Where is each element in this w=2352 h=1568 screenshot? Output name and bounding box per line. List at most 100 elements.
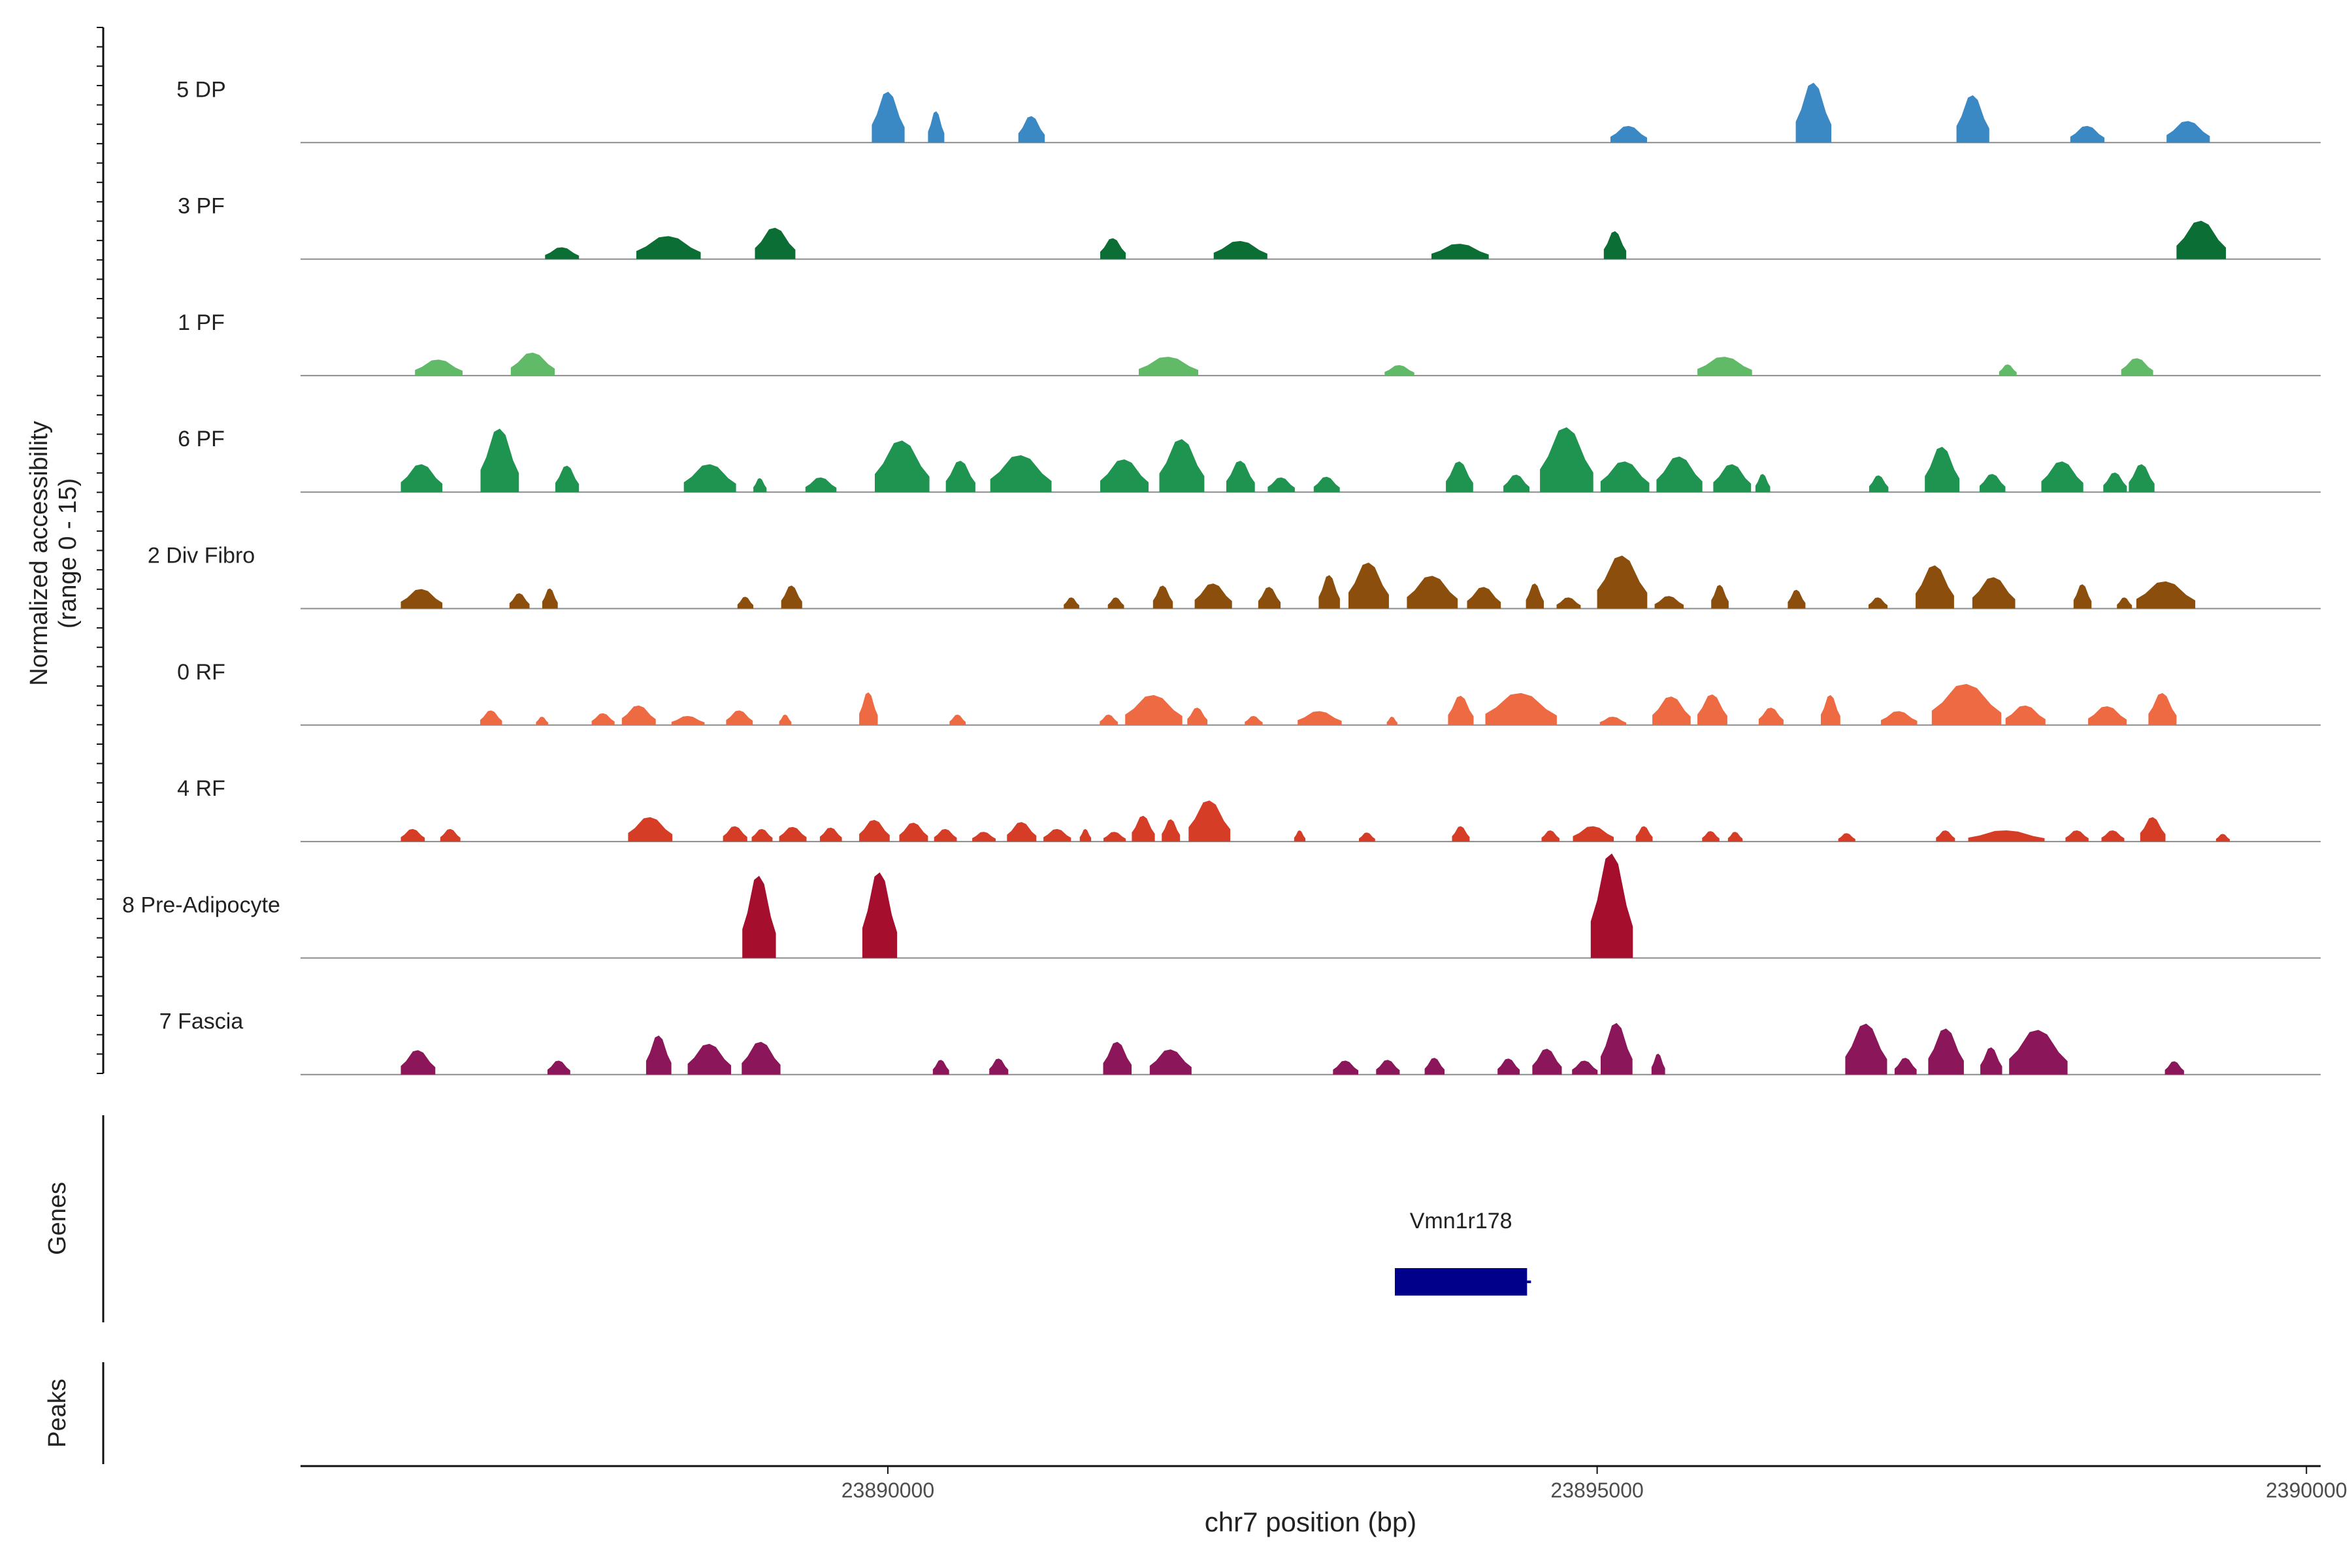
track-label: 1 PF — [178, 310, 225, 335]
coverage-peak — [1103, 1041, 1132, 1075]
coverage-peak — [1485, 693, 1557, 725]
coverage-peak — [1590, 853, 1633, 958]
coverage-peak — [1100, 459, 1149, 493]
coverage-peak — [687, 1043, 731, 1075]
coverage-peak — [1821, 694, 1840, 725]
x-axis-ticks: 23890000 23895000 2390000 — [841, 1466, 2347, 1502]
coverage-peak — [1298, 711, 1342, 725]
coverage-peak — [1931, 683, 2002, 725]
coverage-peak — [1294, 830, 1305, 842]
coverage-peak — [2136, 581, 2196, 609]
y-axis-label-line2: (range 0 - 15) — [54, 478, 82, 629]
coverage-peak — [1925, 446, 1960, 493]
coverage-peak — [1980, 474, 2006, 493]
coverage-peak — [1043, 828, 1071, 842]
coverage-peak — [2088, 706, 2127, 725]
coverage-peak — [1245, 715, 1263, 725]
coverage-peak — [779, 826, 807, 842]
track-6-pf: 6 PF — [178, 427, 2321, 493]
coverage-peak — [1407, 576, 1458, 609]
coverage-peak — [480, 710, 502, 725]
coverage-peak — [2140, 817, 2166, 842]
coverage-peak — [1424, 1058, 1445, 1075]
coverage-peak — [2041, 461, 2083, 493]
coverage-peak — [1159, 439, 1205, 493]
coverage-peak — [1139, 357, 1198, 376]
coverage-peak — [1597, 555, 1648, 609]
coverage-peak — [2101, 830, 2125, 842]
track-label: 5 DP — [176, 77, 226, 102]
track-0-rf: 0 RF — [177, 660, 2321, 726]
coverage-peak — [1018, 116, 1045, 143]
coverage-peak — [751, 828, 773, 842]
coverage-peak — [742, 875, 776, 958]
coverage-peak — [1541, 830, 1560, 842]
coverage-peak — [1727, 832, 1743, 842]
track-label: 7 Fascia — [159, 1009, 244, 1034]
coverage-peak — [1149, 1049, 1192, 1075]
coverage-peak — [781, 585, 802, 609]
coverage-peak — [1446, 461, 1473, 493]
coverage-peak — [1702, 831, 1720, 842]
coverage-peak — [1194, 583, 1232, 609]
coverage-peak — [1333, 1060, 1358, 1075]
coverage-peak — [779, 714, 792, 725]
coverage-peak — [989, 1058, 1009, 1075]
coverage-peak — [1880, 711, 1918, 725]
x-tick-label: 23895000 — [1550, 1478, 1643, 1502]
coverage-peak — [949, 714, 966, 725]
coverage-peak — [636, 236, 701, 259]
coverage-peak — [726, 710, 753, 725]
coverage-peak — [753, 478, 767, 493]
coverage-peak — [1610, 125, 1647, 143]
coverage-peak — [591, 713, 615, 725]
coverage-peak — [1162, 819, 1181, 842]
coverage-peak — [1467, 587, 1501, 609]
coverage-peak — [1187, 708, 1208, 725]
coverage-peak — [1654, 596, 1684, 609]
coverage-peak — [1448, 696, 1474, 725]
coverage-peak — [1713, 464, 1752, 493]
track-label: 3 PF — [178, 194, 225, 219]
coverage-peak — [1100, 714, 1118, 725]
coverage-peak — [645, 1036, 672, 1075]
coverage-peak — [1532, 1049, 1562, 1075]
coverage-peak — [990, 455, 1052, 493]
coverage-peak — [2070, 125, 2105, 143]
coverage-peak — [1526, 583, 1544, 609]
coverage-peak — [2073, 584, 2092, 609]
coverage-peak — [2117, 597, 2132, 609]
track-3-pf: 3 PF — [178, 194, 2321, 260]
coverage-peak — [480, 429, 519, 493]
coverage-peak — [872, 91, 905, 143]
coverage-peak — [1936, 830, 1955, 842]
coverage-peak — [875, 440, 930, 493]
coverage-peak — [628, 817, 673, 842]
coverage-peak — [1376, 1060, 1400, 1075]
coverage-peak — [683, 464, 736, 493]
coverage-peak — [1100, 238, 1126, 259]
coverage-peak — [1635, 826, 1653, 842]
coverage-peak — [1928, 1028, 1964, 1075]
coverage-peak — [400, 589, 443, 609]
coverage-peak — [737, 596, 754, 609]
coverage-peak — [400, 1050, 436, 1075]
coverage-peak — [1999, 364, 2017, 376]
track-label: 8 Pre-Adipocyte — [122, 892, 280, 917]
coverage-peak — [1845, 1023, 1887, 1075]
coverage-peak — [859, 820, 890, 842]
coverage-peak — [1758, 708, 1784, 725]
coverage-peak — [542, 588, 558, 609]
coverage-peak — [742, 1041, 781, 1075]
coverage-peak — [2005, 705, 2046, 725]
coverage-peak — [2009, 1030, 2068, 1075]
coverage-peak — [400, 828, 425, 842]
coverage-peak — [972, 832, 996, 842]
gene-label: Vmn1r178 — [1410, 1209, 1512, 1233]
coverage-peak — [945, 461, 975, 493]
coverage-peak — [1968, 830, 2045, 842]
coverage-peak — [805, 477, 837, 493]
coverage-peak — [1601, 1022, 1633, 1075]
track-8-pre-adipocyte: 8 Pre-Adipocyte — [122, 853, 2321, 959]
